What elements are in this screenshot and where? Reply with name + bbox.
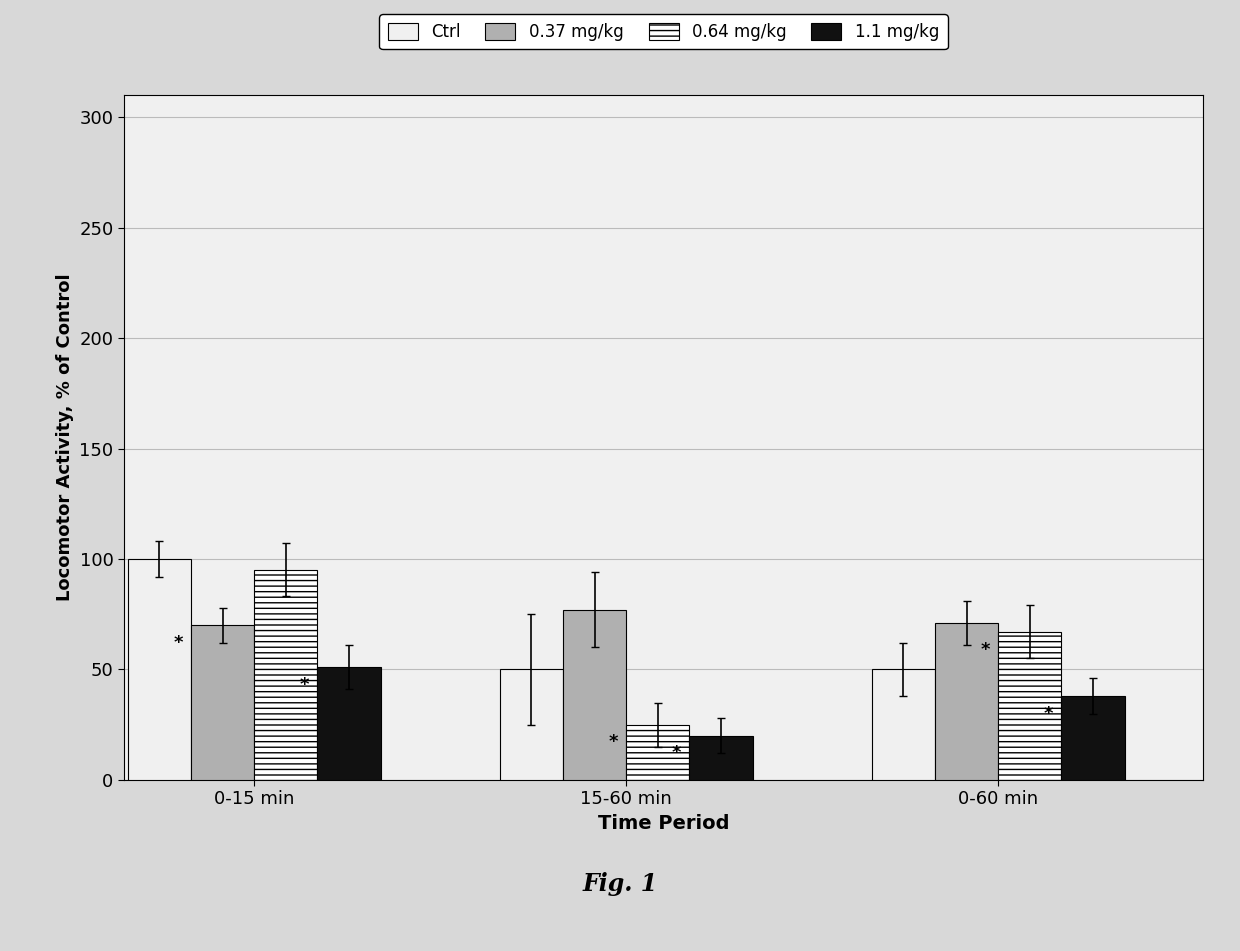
Bar [689,736,753,780]
Text: *: * [672,745,682,763]
Bar [191,625,254,780]
Text: *: * [300,676,310,694]
Bar [254,570,317,780]
Bar [563,610,626,780]
Y-axis label: Locomotor Activity, % of Control: Locomotor Activity, % of Control [56,274,73,601]
Text: *: * [1044,705,1054,723]
Bar [626,725,689,780]
Bar [500,670,563,780]
Bar [935,623,998,780]
Legend: Ctrl, 0.37 mg/kg, 0.64 mg/kg, 1.1 mg/kg: Ctrl, 0.37 mg/kg, 0.64 mg/kg, 1.1 mg/kg [379,14,947,49]
Bar [1061,696,1125,780]
Text: *: * [609,733,619,751]
Text: *: * [981,641,991,658]
Bar [872,670,935,780]
Bar [998,631,1061,780]
Bar [128,559,191,780]
Bar [317,668,381,780]
Text: *: * [174,634,184,651]
Text: Fig. 1: Fig. 1 [583,872,657,897]
X-axis label: Time Period: Time Period [598,814,729,833]
